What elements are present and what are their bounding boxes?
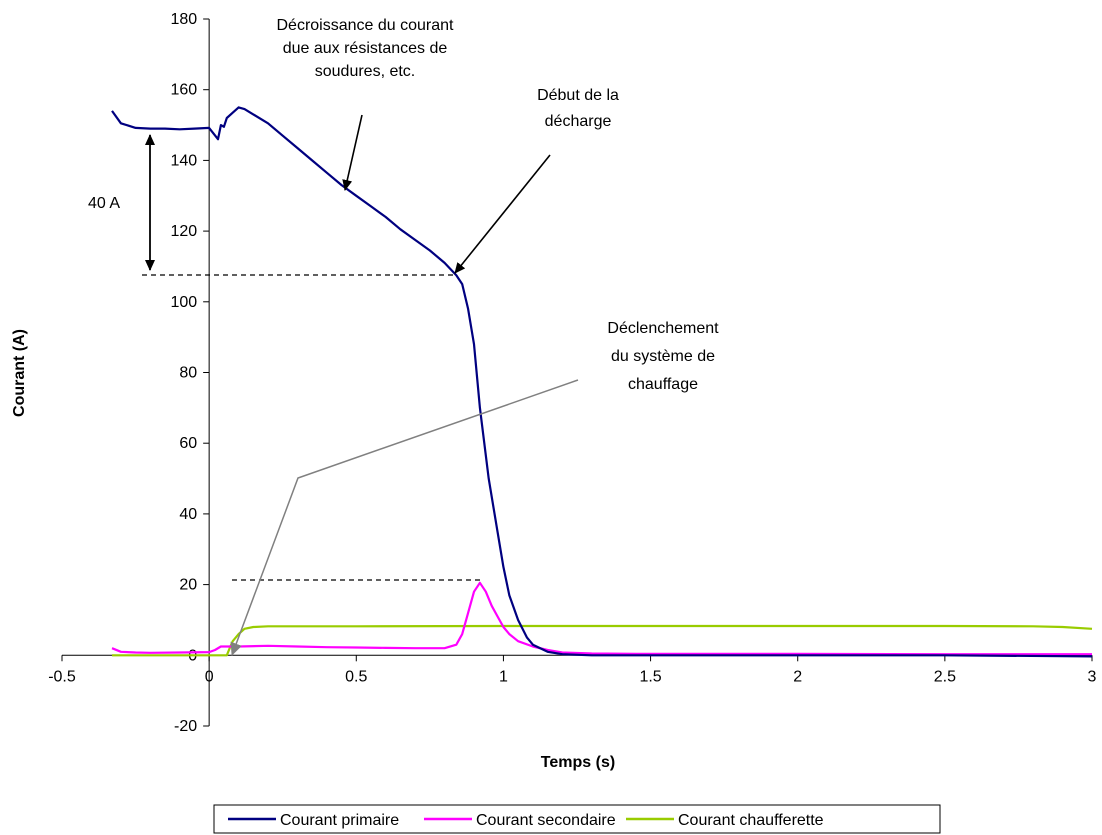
annotation-debut-decharge: décharge xyxy=(545,113,612,130)
decroissance-arrow xyxy=(345,115,362,190)
x-tick-label: 2.5 xyxy=(934,668,956,685)
y-tick-label: -20 xyxy=(174,718,197,735)
annotation-declenchement: chauffage xyxy=(628,376,698,393)
y-tick-label: 180 xyxy=(170,11,197,28)
series-line-courant-secondaire xyxy=(112,583,1092,654)
legend-label: Courant primaire xyxy=(280,812,399,829)
series-layer xyxy=(112,107,1092,656)
y-tick-label: 80 xyxy=(179,365,197,382)
y-tick-label: 140 xyxy=(170,152,197,169)
x-tick-label: -0.5 xyxy=(48,668,76,685)
y-tick-label: 60 xyxy=(179,435,197,452)
annotation-declenchement: du système de xyxy=(611,348,715,365)
series-line-courant-chaufferette xyxy=(112,626,1092,655)
y-tick-label: 40 xyxy=(179,506,197,523)
x-tick-label: 3 xyxy=(1088,668,1097,685)
annotation-debut-decharge: Début de la xyxy=(537,87,619,104)
x-tick-label: 2 xyxy=(793,668,802,685)
annotation-decroissance: due aux résistances de xyxy=(283,40,448,57)
debut-decharge-arrow xyxy=(455,155,550,273)
x-tick-label: 0 xyxy=(205,668,214,685)
legend-label: Courant chaufferette xyxy=(678,812,824,829)
x-tick-label: 1 xyxy=(499,668,508,685)
y-tick-label: 100 xyxy=(170,294,197,311)
annotation-delta: 40 A xyxy=(88,195,120,212)
legend: Courant primaire Courant secondaire Couran… xyxy=(214,805,940,833)
series-line-courant-primaire xyxy=(112,107,1092,656)
y-tick-label: 160 xyxy=(170,82,197,99)
declenchement-arrow xyxy=(232,380,578,655)
y-tick-label: 20 xyxy=(179,577,197,594)
y-tick-label: 120 xyxy=(170,223,197,240)
legend-label: Courant secondaire xyxy=(476,812,616,829)
x-tick-label: 0.5 xyxy=(345,668,367,685)
annotation-decroissance: Décroissance du courant xyxy=(277,17,455,34)
x-axis-title: Temps (s) xyxy=(541,754,615,771)
annotation-declenchement: Déclenchement xyxy=(607,320,719,337)
annotation-decroissance: soudures, etc. xyxy=(315,63,416,80)
annotations: Décroissance du courant due aux résistanc… xyxy=(88,17,719,655)
x-ticks: -0.5 0 0.5 1 1.5 2 2.5 3 xyxy=(48,655,1096,685)
x-tick-label: 1.5 xyxy=(639,668,661,685)
y-axis-title: Courant (A) xyxy=(11,329,28,417)
